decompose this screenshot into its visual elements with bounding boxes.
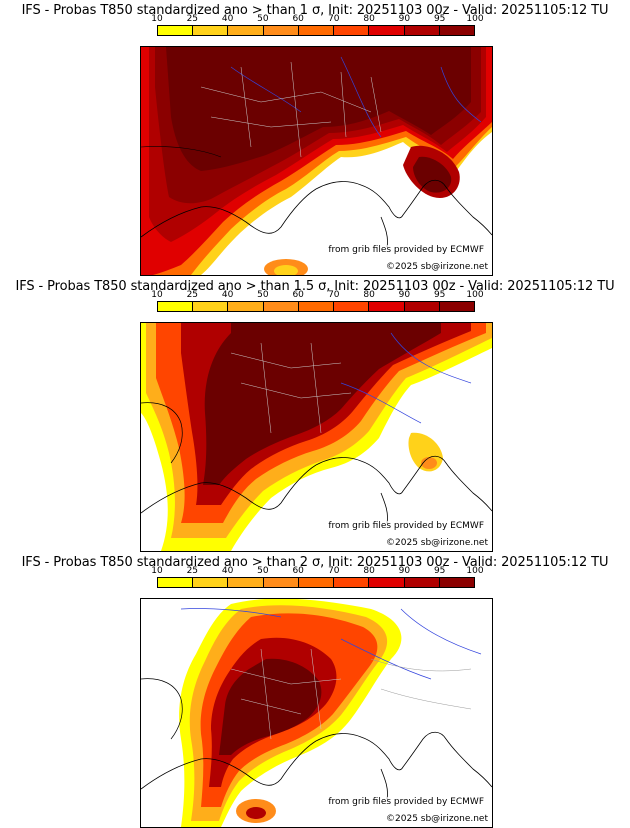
colorbar-segment [193, 26, 229, 35]
colorbar-segment [158, 578, 194, 587]
colorbar-tick: 90 [398, 14, 411, 24]
colorbar-tick: 100 [466, 566, 484, 576]
colorbar-tick: 60 [292, 14, 304, 24]
colorbar-segment [369, 302, 405, 311]
colorbar-tick: 70 [328, 290, 340, 300]
colorbar-segment [439, 302, 474, 311]
colorbar-segment [369, 26, 405, 35]
colorbar [157, 577, 475, 588]
colorbar-tick: 50 [257, 290, 269, 300]
data-credit: from grib files provided by ECMWF [328, 245, 484, 255]
colorbar-segment [334, 26, 370, 35]
colorbar-segment [228, 578, 264, 587]
colorbar-tick: 25 [186, 290, 199, 300]
panel-title: IFS - Probas T850 standardized ano > tha… [15, 279, 615, 294]
colorbar-segment [439, 26, 474, 35]
colorbar-tick: 80 [363, 566, 375, 576]
colorbar-tick: 80 [363, 14, 375, 24]
probability-map: from grib files provided by ECMWF ©2025 … [140, 46, 493, 276]
colorbar [157, 301, 475, 312]
colorbar-segment [263, 578, 299, 587]
colorbar-segment [228, 26, 264, 35]
colorbar-ticks: 10 25 40 50 60 70 80 90 95 100 [151, 290, 483, 301]
map-panel-2: IFS - Probas T850 standardized ano > tha… [0, 276, 630, 552]
colorbar-segment [404, 26, 440, 35]
colorbar-segment [263, 302, 299, 311]
colorbar-segment [334, 578, 370, 587]
colorbar-tick: 70 [328, 14, 340, 24]
colorbar-tick: 40 [221, 14, 234, 24]
colorbar-segment [298, 578, 335, 587]
colorbar-segment [404, 302, 440, 311]
colorbar-tick: 90 [398, 290, 411, 300]
copyright-notice: ©2025 sb@irizone.net [386, 262, 488, 272]
colorbar-tick: 10 [151, 290, 163, 300]
colorbar-segment [193, 578, 229, 587]
colorbar-tick: 25 [186, 14, 199, 24]
colorbar-segment [263, 26, 299, 35]
colorbar-tick: 10 [151, 14, 163, 24]
colorbar-segment [298, 302, 335, 311]
colorbar-tick: 40 [221, 566, 234, 576]
colorbar-tick: 90 [398, 566, 411, 576]
colorbar-tick: 60 [292, 566, 304, 576]
colorbar-segment [298, 26, 335, 35]
map-panel-1: IFS - Probas T850 standardized ano > tha… [0, 0, 630, 276]
map-svg [141, 599, 492, 827]
colorbar-ticks: 10 25 40 50 60 70 80 90 95 100 [151, 14, 483, 25]
colorbar-tick: 100 [466, 290, 484, 300]
colorbar-segment [369, 578, 405, 587]
colorbar-tick: 95 [433, 14, 446, 24]
colorbar-tick: 50 [257, 14, 269, 24]
colorbar-segment [193, 302, 229, 311]
colorbar-segment [228, 302, 264, 311]
colorbar-segment [439, 578, 474, 587]
data-credit: from grib files provided by ECMWF [328, 521, 484, 531]
panel-title: IFS - Probas T850 standardized ano > tha… [21, 3, 609, 18]
map-panel-3: IFS - Probas T850 standardized ano > tha… [0, 552, 630, 828]
map-svg [141, 47, 492, 275]
copyright-notice: ©2025 sb@irizone.net [386, 538, 488, 548]
colorbar-segment [334, 302, 370, 311]
probability-map: from grib files provided by ECMWF ©2025 … [140, 598, 493, 828]
colorbar-tick: 40 [221, 290, 234, 300]
colorbar [157, 25, 475, 36]
colorbar-tick: 70 [328, 566, 340, 576]
colorbar-ticks: 10 25 40 50 60 70 80 90 95 100 [151, 566, 483, 577]
map-svg [141, 323, 492, 551]
colorbar-tick: 95 [433, 290, 446, 300]
colorbar-segment [404, 578, 440, 587]
colorbar-tick: 25 [186, 566, 199, 576]
data-credit: from grib files provided by ECMWF [328, 797, 484, 807]
colorbar-tick: 10 [151, 566, 163, 576]
colorbar-tick: 60 [292, 290, 304, 300]
colorbar-tick: 95 [433, 566, 446, 576]
colorbar-tick: 100 [466, 14, 484, 24]
panel-title: IFS - Probas T850 standardized ano > tha… [21, 555, 609, 570]
colorbar-tick: 80 [363, 290, 375, 300]
copyright-notice: ©2025 sb@irizone.net [386, 814, 488, 824]
colorbar-segment [158, 302, 194, 311]
probability-map: from grib files provided by ECMWF ©2025 … [140, 322, 493, 552]
colorbar-segment [158, 26, 194, 35]
colorbar-tick: 50 [257, 566, 269, 576]
